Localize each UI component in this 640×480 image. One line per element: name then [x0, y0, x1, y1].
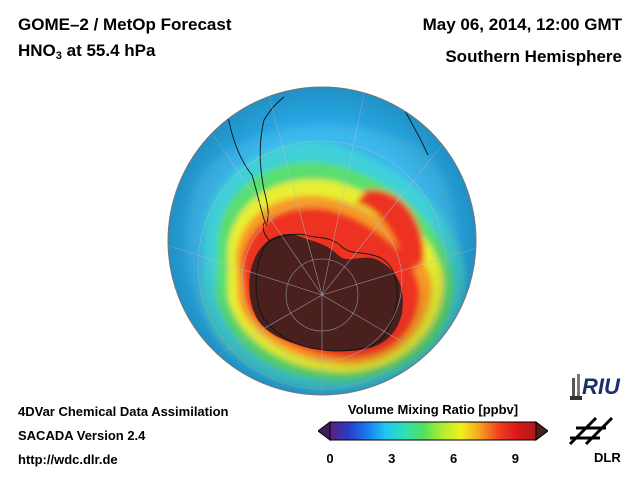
- colorbar-arrow-right: [535, 421, 548, 441]
- colorbar-tick-0: 0: [326, 451, 334, 466]
- colorbar-gradient: [329, 421, 537, 441]
- title-product: GOME–2 / MetOp Forecast: [18, 15, 232, 34]
- colorbar-tick-6: 6: [449, 451, 458, 466]
- forecast-date: May 06, 2014, 12:00 GMT: [422, 15, 622, 34]
- dlr-logo-text: DLR: [594, 450, 621, 465]
- colorbar: [318, 421, 548, 441]
- pressure-level: at 55.4 hPa: [61, 41, 156, 60]
- footer-version: SACADA Version 2.4: [18, 428, 146, 443]
- colorbar-tick-9: 9: [511, 451, 519, 466]
- globe-outline: [167, 86, 477, 396]
- dlr-logo-icon: [568, 416, 614, 446]
- colorbar-tick-3: 3: [388, 451, 396, 466]
- colorbar-arrow-left: [318, 421, 331, 441]
- title-species: HNO3 at 55.4 hPa: [18, 41, 155, 62]
- species-name: HNO: [18, 41, 56, 60]
- footer-url[interactable]: http://wdc.dlr.de: [18, 452, 118, 467]
- riu-logo-text: RIU: [582, 374, 620, 399]
- species-subscript: 3: [55, 50, 62, 62]
- colorbar-title: Volume Mixing Ratio [ppbv]: [347, 402, 519, 417]
- hemisphere-label: Southern Hemisphere: [445, 47, 622, 66]
- footer-method: 4DVar Chemical Data Assimilation: [18, 404, 229, 419]
- globe-map: [167, 86, 477, 396]
- riu-logo-icon: [570, 374, 582, 400]
